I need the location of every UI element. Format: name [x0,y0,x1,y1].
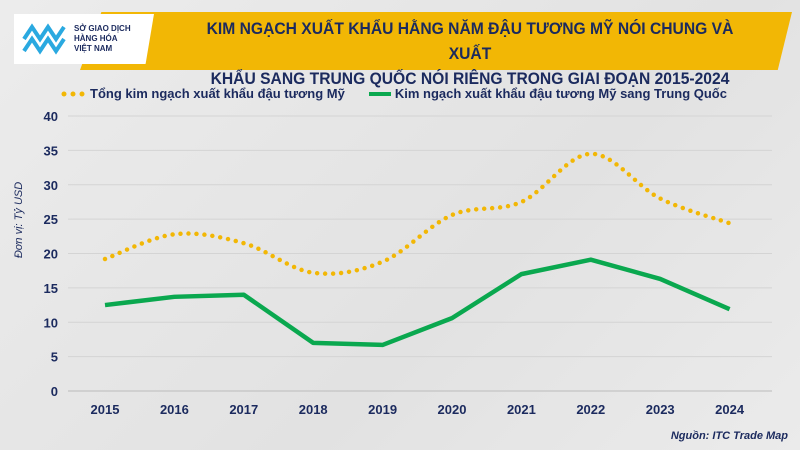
legend-dotted-swatch [61,91,85,96]
logo-text: HÀNG HÓA [74,34,118,43]
y-tick-label: 30 [44,178,58,193]
legend-item-china: Kim ngạch xuất khẩu đậu tương Mỹ sang Tr… [368,86,727,101]
chart-title: KIM NGẠCH XUẤT KHẨU HẰNG NĂM ĐẬU TƯƠNG M… [185,16,755,91]
y-tick-label: 35 [44,143,58,158]
legend-label: Kim ngạch xuất khẩu đậu tương Mỹ sang Tr… [394,86,727,101]
logo: SỞ GIAO DỊCH HÀNG HÓA VIỆT NAM [14,14,154,64]
x-tick-label: 2023 [646,402,675,417]
legend-label: Tổng kim ngạch xuất khẩu đậu tương Mỹ [90,86,345,101]
source-note: Nguồn: ITC Trade Map [670,430,788,442]
logo-mark-icon [22,23,66,55]
legend-item-total: Tổng kim ngạch xuất khẩu đậu tương Mỹ [60,86,345,101]
series-total-line [102,151,732,276]
y-tick-label: 10 [44,315,58,330]
logo-text: SỞ GIAO DỊCH [74,24,131,33]
x-tick-label: 2022 [576,402,605,417]
x-tick-label: 2015 [91,402,120,417]
x-tick-label: 2024 [715,402,745,417]
legend: Tổng kim ngạch xuất khẩu đậu tương Mỹ Ki… [60,86,727,101]
x-tick-label: 2019 [368,402,397,417]
title-banner [80,12,792,70]
x-tick-label: 2018 [299,402,328,417]
logo-text: VIỆT NAM [74,44,113,53]
legend-line-swatch [368,91,391,96]
y-tick-label: 0 [51,384,58,399]
series-china-line [104,257,731,348]
y-tick-label: 20 [44,247,58,262]
y-tick-label: 40 [44,109,58,124]
y-tick-label: 5 [51,350,58,365]
x-tick-label: 2021 [507,402,536,417]
y-axis-label: Đơn vị: Tỷ USD [13,182,25,258]
title-line-1: KIM NGẠCH XUẤT KHẨU HẰNG NĂM ĐẬU TƯƠNG M… [206,19,734,63]
x-tick-label: 2016 [160,402,189,417]
y-tick-label: 15 [44,281,58,296]
x-tick-label: 2020 [438,402,467,417]
y-tick-label: 25 [44,212,58,227]
title-line-2: KHẨU SANG TRUNG QUỐC NÓI RIÊNG TRONG GIA… [210,69,730,88]
x-tick-label: 2017 [229,402,258,417]
